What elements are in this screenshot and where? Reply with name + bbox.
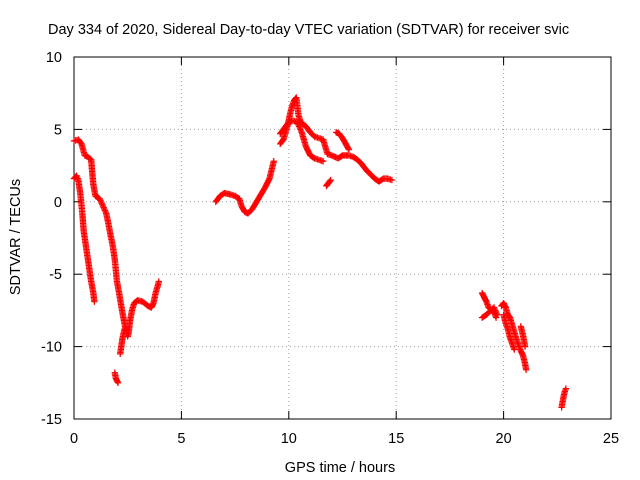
data-point [522,366,530,373]
x-tick-label: 5 [177,431,185,447]
y-tick-label: 0 [54,195,62,211]
plot-frame [73,56,612,420]
data-point [296,123,303,130]
y-tick-label: 10 [46,50,62,66]
data-point [326,177,334,185]
data-point [319,158,327,165]
data-point [521,343,529,350]
data-point [296,124,304,132]
y-axis-label: SDTVAR / TECUs [8,179,24,295]
data-point [114,379,122,386]
y-tick-labels: -15 -10 -5 0 5 10 [41,50,62,428]
data-point [345,146,353,153]
data-point [101,205,108,213]
x-tick-label: 10 [281,431,297,447]
x-tick-label: 25 [603,431,619,447]
y-tick-label: -15 [41,412,62,428]
data-points [70,94,570,411]
data-point [297,127,305,135]
data-point [492,307,499,314]
data-point [562,385,570,392]
data-point [294,118,301,126]
data-point [490,304,498,311]
x-axis-label: GPS time / hours [285,460,395,476]
data-point [97,198,105,205]
x-tick-labels: 0 5 10 15 20 25 [70,431,619,447]
data-point [297,126,304,133]
chart-title: Day 334 of 2020, Sidereal Day-to-day VTE… [48,22,569,38]
data-point [327,176,334,184]
data-point [100,204,107,211]
y-tick-label: -5 [49,267,62,283]
data-point [295,121,302,129]
x-tick-label: 15 [388,431,404,447]
data-point [98,200,105,207]
data-point [101,207,109,214]
data-point [99,201,106,208]
data-point [511,346,518,353]
axis-ticks [73,56,612,420]
data-point [493,311,501,318]
data-point [493,310,500,317]
data-point [491,305,498,313]
data-point [121,326,128,333]
data-point [388,176,396,184]
data-point [492,308,500,316]
data-point [345,145,352,152]
data-point [99,202,107,210]
data-point [91,298,98,305]
y-tick-label: 5 [54,122,62,138]
data-point [155,278,163,285]
x-tick-label: 20 [496,431,512,447]
data-point [102,208,109,216]
data-point [96,195,103,203]
data-point [294,120,302,127]
data-point [97,197,104,204]
x-tick-label: 0 [70,431,78,447]
data-point [270,158,277,165]
y-tick-label: -10 [41,340,62,356]
